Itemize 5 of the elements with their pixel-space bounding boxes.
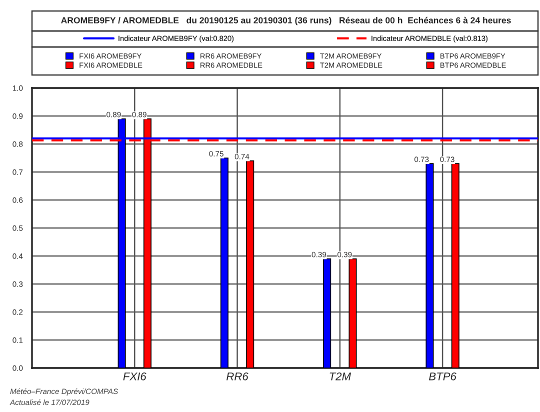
x-tick-label: T2M xyxy=(330,372,352,380)
chart-title: AROMEB9FY / AROMEDBLE du 20190125 au 20190301 (36 runs) Réseau de 00 h Echéances 6 à 24 heures xyxy=(61,16,511,26)
x-tick-label: BTP6 xyxy=(428,372,456,380)
x-tick-label: FXI6 xyxy=(123,372,146,380)
x-tick-label: RR6 xyxy=(226,372,248,380)
